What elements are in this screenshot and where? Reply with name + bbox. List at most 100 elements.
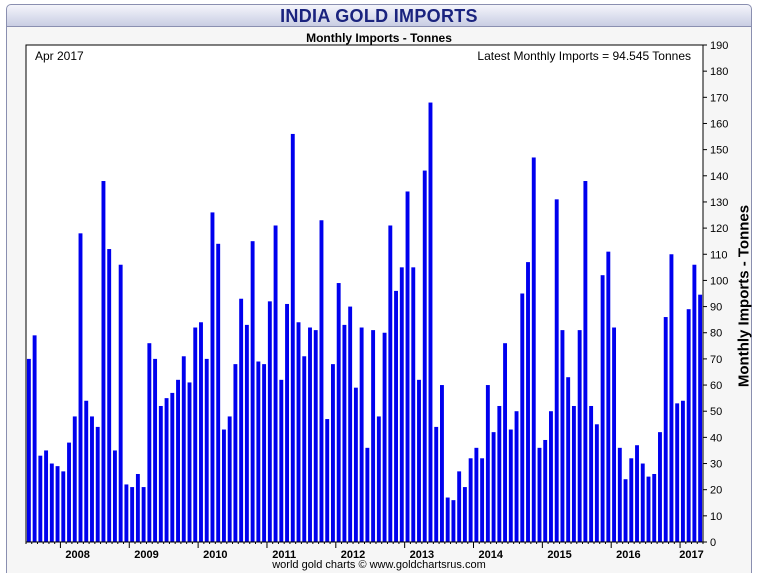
- bar: [617, 447, 622, 542]
- y-axis-title: Monthly Imports - Tonnes: [735, 204, 753, 387]
- bar: [124, 484, 129, 542]
- y-tick-label: 40: [710, 432, 722, 444]
- bar: [566, 377, 571, 542]
- bar: [95, 426, 100, 542]
- bar: [38, 455, 43, 542]
- bar: [474, 447, 479, 542]
- bar: [233, 364, 238, 542]
- latest-value-label: Latest Monthly Imports = 94.545 Tonnes: [477, 49, 691, 63]
- bar: [147, 343, 152, 542]
- y-tick-label: 0: [710, 537, 716, 549]
- bar: [78, 233, 83, 542]
- y-tick-label: 70: [710, 354, 722, 366]
- bar: [428, 102, 433, 543]
- y-tick-label: 30: [710, 459, 722, 471]
- bar: [216, 243, 221, 543]
- y-axis: 0 10 20 30 40 50 60 70 80 90 100 110 120 130 140 150 160…: [703, 40, 728, 549]
- bar: [658, 432, 662, 542]
- bar: [130, 487, 135, 542]
- date-label: Apr 2017: [35, 49, 84, 63]
- bar: [462, 487, 467, 542]
- bar: [680, 400, 685, 542]
- bar: [686, 309, 691, 542]
- bar: [210, 212, 215, 542]
- bar: [606, 251, 611, 542]
- x-year-label: 2008: [65, 549, 89, 561]
- bar: [399, 267, 404, 542]
- x-year-label: 2017: [679, 549, 703, 561]
- bar: [325, 419, 330, 542]
- bar: [635, 445, 639, 542]
- bar: [531, 157, 536, 543]
- bar: [503, 343, 508, 542]
- bar: [244, 324, 249, 542]
- y-tick-label: 10: [710, 511, 722, 523]
- bar: [199, 322, 203, 542]
- bar: [267, 301, 272, 542]
- bar: [193, 327, 198, 542]
- bar: [44, 450, 49, 542]
- bar: [411, 267, 416, 542]
- bar: [445, 497, 450, 542]
- bar: [256, 361, 261, 542]
- bar: [296, 322, 301, 542]
- y-tick-label: 50: [710, 406, 722, 418]
- bar: [629, 458, 634, 542]
- bar: [101, 181, 106, 542]
- bar: [417, 379, 421, 542]
- bar: [594, 424, 599, 542]
- bar: [422, 170, 427, 542]
- x-year-label: 2015: [547, 549, 571, 561]
- bar: [376, 416, 381, 542]
- bar: [61, 471, 66, 542]
- bar: [302, 356, 307, 542]
- bar: [468, 458, 473, 542]
- y-tick-label: 140: [710, 171, 728, 183]
- bar: [554, 199, 559, 542]
- bar: [359, 327, 364, 542]
- chart-title-bar: INDIA GOLD IMPORTS: [6, 4, 752, 27]
- bar: [308, 327, 312, 542]
- bar: [589, 405, 594, 542]
- y-tick-label: 20: [710, 485, 722, 497]
- x-axis: 2008 2009 2010 2011 2012 2013 2014 2015 2016 2017: [25, 542, 704, 561]
- y-tick-label: 190: [710, 40, 728, 52]
- y-tick-label: 90: [710, 302, 722, 314]
- y-tick-label: 100: [710, 275, 728, 287]
- bar: [250, 241, 255, 542]
- bar: [290, 133, 295, 542]
- bar: [153, 358, 158, 542]
- bar: [537, 447, 542, 542]
- bar: [394, 290, 398, 542]
- bar: [112, 450, 117, 542]
- bar: [543, 439, 548, 542]
- bar: [227, 416, 232, 542]
- y-tick-label: 130: [710, 197, 728, 209]
- bar: [692, 264, 697, 542]
- y-tick-label: 180: [710, 66, 728, 78]
- bar: [221, 429, 226, 542]
- bar: [388, 225, 393, 543]
- bar: [371, 330, 376, 542]
- bar: [118, 264, 123, 542]
- bar: [434, 426, 439, 542]
- bar: [330, 364, 335, 542]
- bar: [663, 317, 668, 542]
- bar: [67, 442, 71, 542]
- x-year-label: 2010: [203, 549, 227, 561]
- bar: [187, 382, 192, 542]
- y-tick-label: 150: [710, 145, 728, 157]
- bar: [652, 473, 657, 542]
- bar: [560, 330, 565, 542]
- bar: [279, 379, 284, 542]
- bar: [405, 191, 410, 543]
- bar: [646, 476, 651, 542]
- bar: [181, 356, 186, 542]
- bar: [382, 332, 387, 542]
- bar: [319, 220, 324, 542]
- bar: [164, 398, 169, 542]
- chart-title: INDIA GOLD IMPORTS: [280, 6, 478, 26]
- bar: [313, 330, 318, 542]
- chart-subtitle: Monthly Imports - Tonnes: [306, 31, 452, 45]
